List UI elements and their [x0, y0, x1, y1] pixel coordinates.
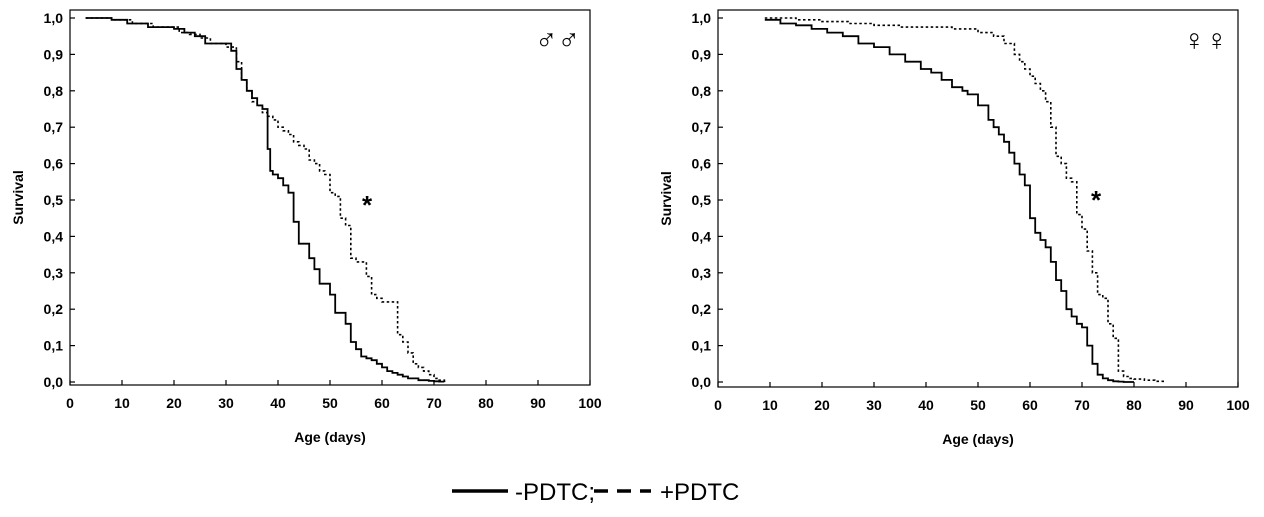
chart1-x-axis-label: Age (days)	[294, 429, 366, 445]
chart2-series-minus-pdtc-line	[764, 18, 1134, 383]
chart2-x-tick-label: 10	[762, 397, 778, 413]
chart2-y-tick-label: 0,3	[692, 265, 712, 281]
chart1-x-tick-label: 0	[66, 395, 74, 411]
chart1-y-tick-label: 0,3	[44, 265, 64, 281]
chart2-x-tick-label: 40	[918, 397, 934, 413]
chart1-y-tick-label: 0,9	[44, 46, 64, 62]
chart1-series-minus-pdtc-line	[85, 17, 446, 383]
chart2-y-tick-label: 0,4	[692, 228, 712, 244]
chart1-x-tick-label: 40	[270, 395, 286, 411]
chart2-y-tick-label: 1,0	[692, 10, 712, 26]
chart2-y-axis-label: Survival	[658, 171, 674, 225]
chart1-y-axis-label: Survival	[10, 170, 26, 224]
chart2-plot-frame	[717, 9, 1239, 388]
chart2-series-plus-pdtc-line	[764, 17, 1166, 383]
chart1-y-tick-label: 0,6	[44, 156, 64, 172]
legend-plus-pdtc-label: +PDTC	[660, 479, 739, 506]
chart2-x-tick-label: 0	[714, 397, 722, 413]
chart1-series-plus-pdtc-line	[85, 17, 446, 382]
chart1-x-tick-label: 60	[374, 395, 390, 411]
chart1-x-tick-label: 100	[578, 395, 602, 411]
chart1-y-tick-label: 0,1	[44, 338, 64, 354]
chart1-x-tick-label: 10	[114, 395, 130, 411]
chart1-y-tick-label: 0,0	[44, 374, 64, 390]
chart2-x-tick-label: 100	[1226, 397, 1250, 413]
chart2-y-tick-label: 0,8	[692, 83, 712, 99]
chart2-x-tick-label: 20	[814, 397, 830, 413]
chart1-x-tick-label: 90	[530, 395, 546, 411]
chart1-y-tick-label: 0,2	[44, 301, 64, 317]
chart2-panel-right: 0 10 20 30 40 50 60 70 80 90 100 0,0 0,1 0,2 0,3 0,4 0,5…	[658, 9, 1250, 447]
chart2-y-tick-label: 0,1	[692, 338, 712, 354]
chart2-y-tick-label: 0,6	[692, 156, 712, 172]
legend: -PDTC; +PDTC	[452, 479, 739, 506]
legend-minus-pdtc-label: -PDTC;	[515, 479, 595, 506]
chart1-x-tick-label: 30	[218, 395, 234, 411]
chart1-y-tick-label: 0,4	[44, 228, 64, 244]
chart1-x-tick-label: 20	[166, 395, 182, 411]
chart2-x-tick-label: 60	[1022, 397, 1038, 413]
chart1-y-tick-label: 0,5	[44, 192, 64, 208]
chart2-x-axis-label: Age (days)	[942, 431, 1014, 447]
chart1-x-tick-label: 50	[322, 395, 338, 411]
chart1-x-tick-label: 70	[426, 395, 442, 411]
chart1-significance-annotation: *	[362, 190, 373, 220]
chart2-x-tick-label: 80	[1126, 397, 1142, 413]
chart2-sex-symbol: ♀♀	[1183, 24, 1228, 57]
chart2-y-tick-label: 0,2	[692, 301, 712, 317]
chart2-x-tick-label: 50	[970, 397, 986, 413]
chart2-y-tick-label: 0,9	[692, 46, 712, 62]
chart1-y-tick-label: 1,0	[44, 10, 64, 26]
chart1-plot-frame	[69, 9, 591, 386]
chart2-x-tick-label: 90	[1178, 397, 1194, 413]
chart2-significance-annotation: *	[1091, 185, 1102, 215]
chart2-y-tick-label: 0,0	[692, 374, 712, 390]
chart1-panel-left: 0 10 20 30 40 50 60 70 80 90 100 0,0 0,1 0,2 0,3 0,4 0,5…	[10, 9, 602, 445]
chart2-y-tick-label: 0,5	[692, 192, 712, 208]
chart1-y-tick-label: 0,7	[44, 119, 64, 135]
chart1-y-tick-label: 0,8	[44, 83, 64, 99]
chart1-sex-symbol: ♂♂	[535, 24, 580, 57]
chart2-x-tick-label: 70	[1074, 397, 1090, 413]
chart2-x-tick-label: 30	[866, 397, 882, 413]
chart2-y-tick-label: 0,7	[692, 119, 712, 135]
chart1-x-tick-label: 80	[478, 395, 494, 411]
